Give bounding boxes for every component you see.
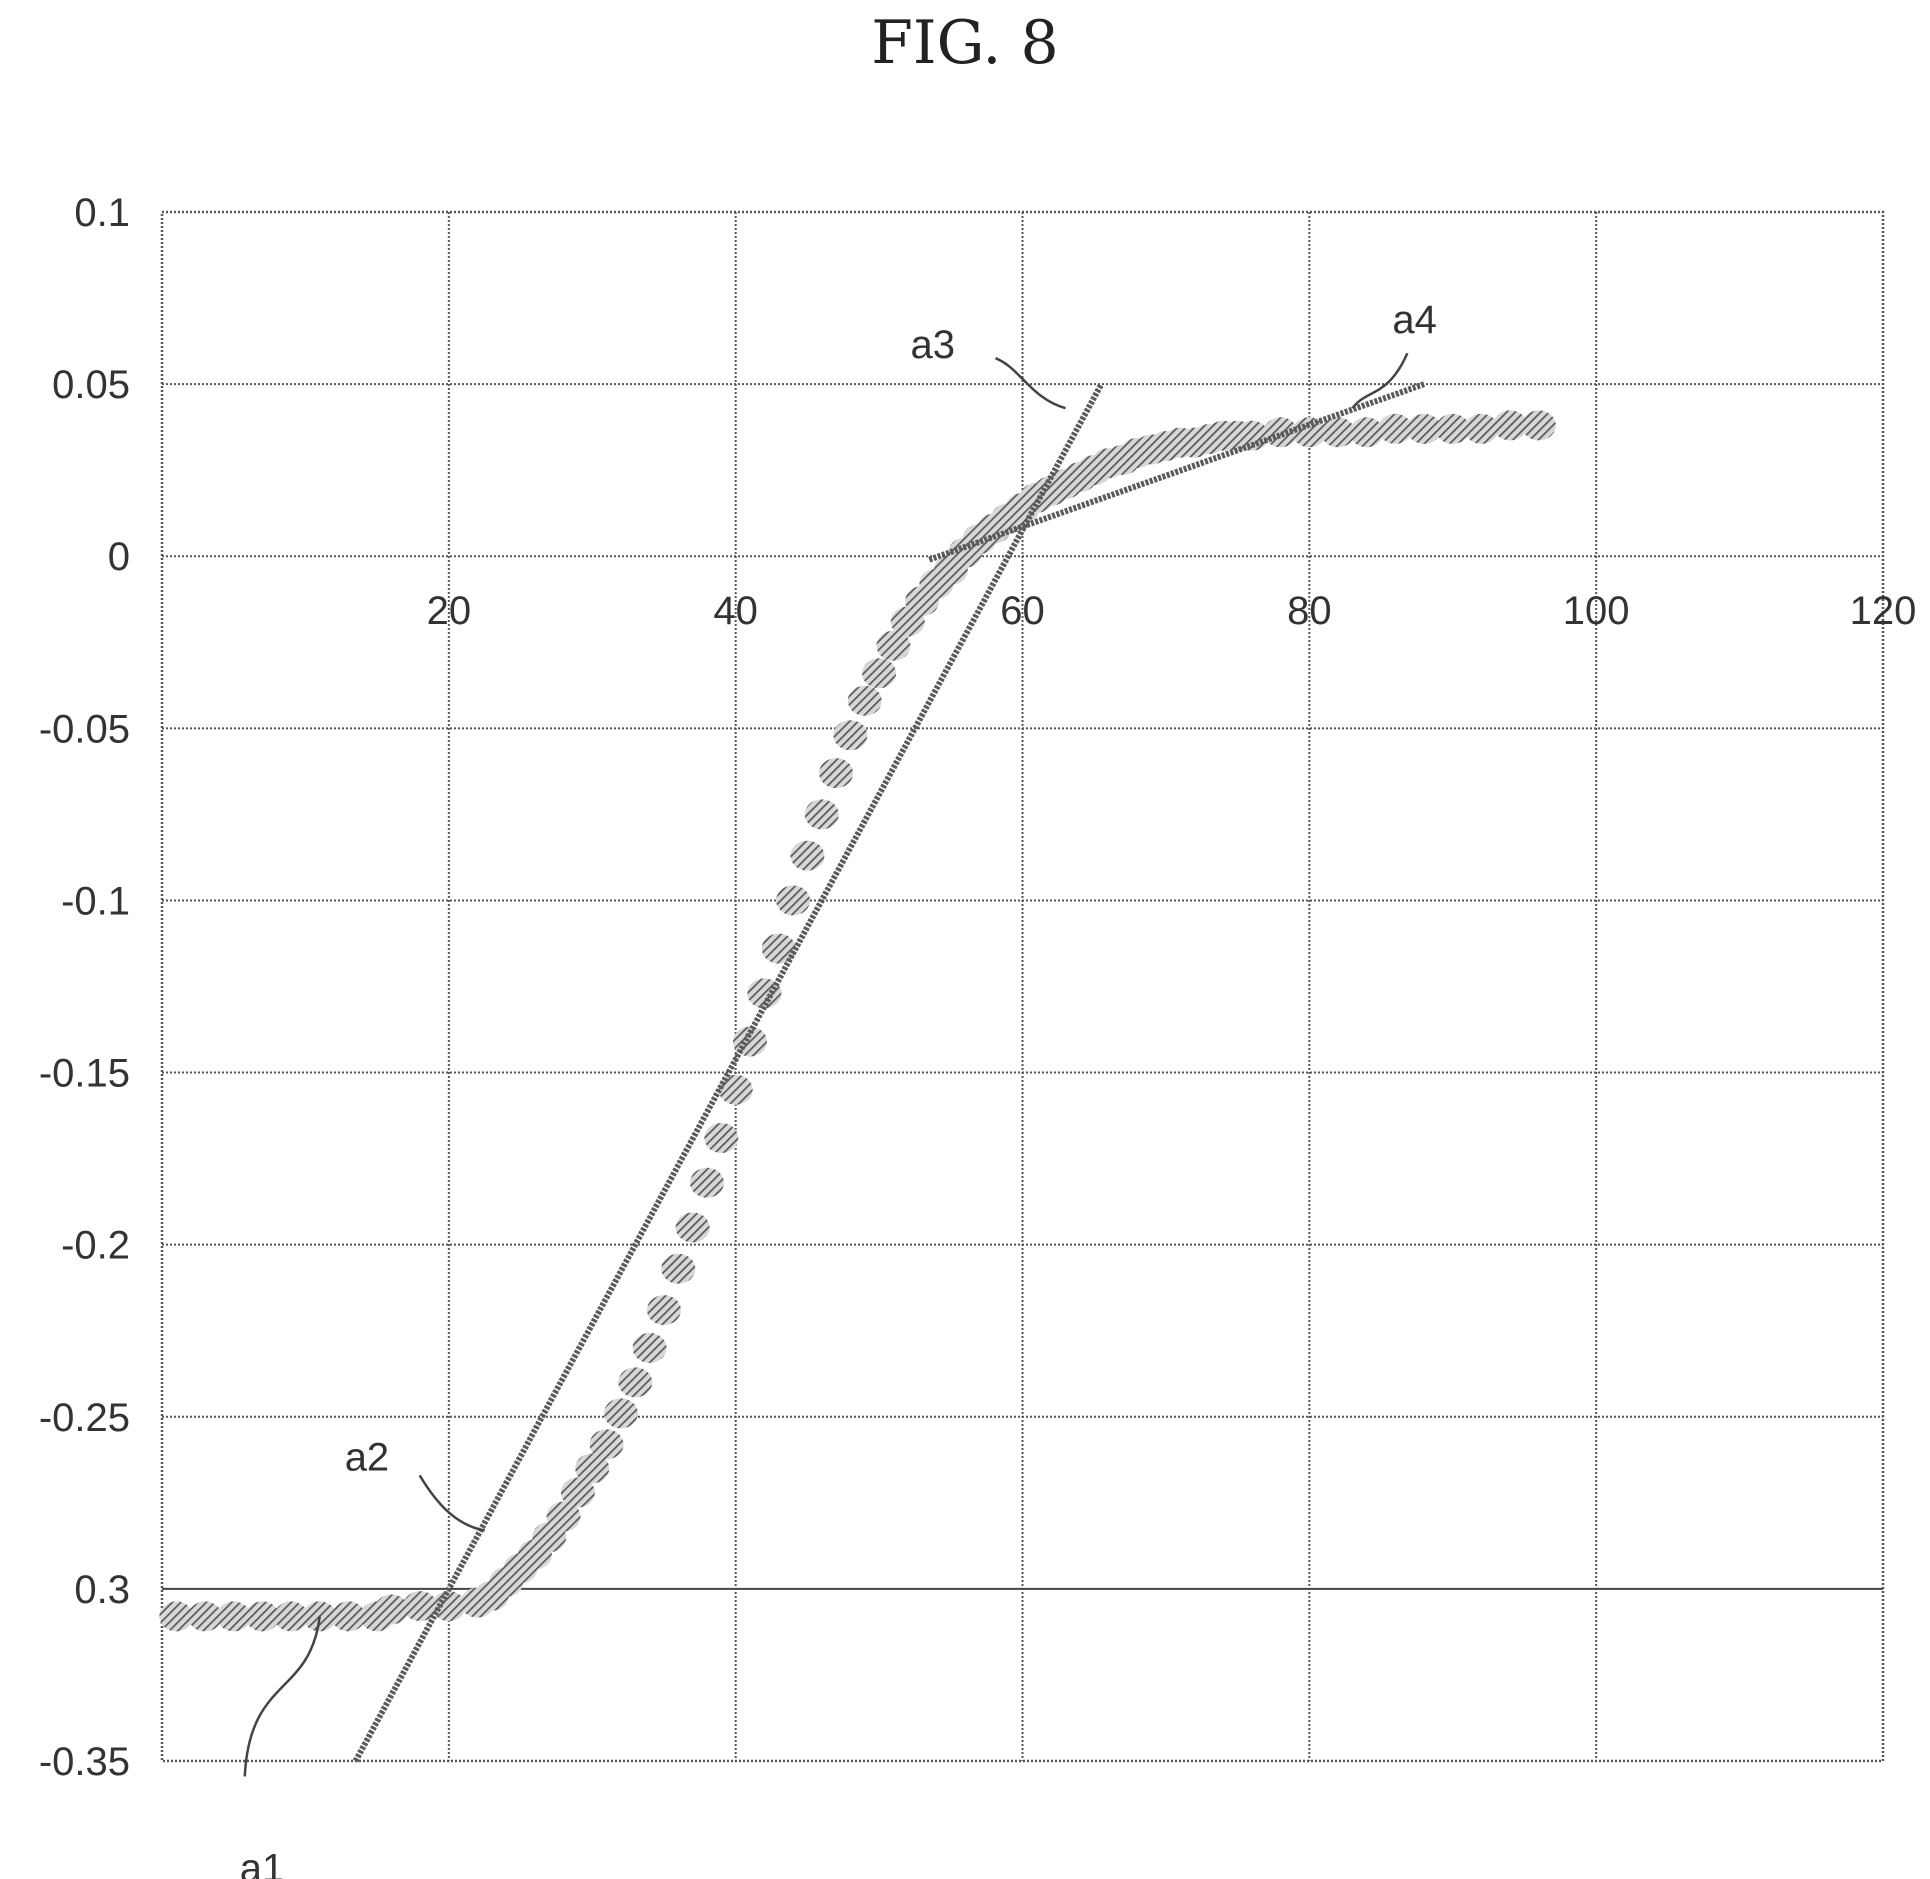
annotation-leader-a3 [995, 357, 1066, 410]
y-tick-label: 0.1 [74, 191, 130, 235]
data-point [560, 1477, 595, 1508]
data-point [833, 720, 868, 751]
y-tick-label: 0.05 [52, 363, 130, 407]
y-tick-label: -0.25 [39, 1396, 130, 1440]
data-point [1378, 413, 1413, 444]
data-point [1521, 410, 1556, 441]
data-point [603, 1398, 638, 1429]
tangent-line-a4 [928, 381, 1426, 563]
tangent-lines [352, 381, 1426, 1763]
data-point [761, 933, 796, 964]
data-point [546, 1501, 581, 1532]
x-tick-label: 120 [1850, 589, 1917, 633]
data-point [188, 1601, 223, 1632]
data-point [589, 1429, 624, 1460]
x-tick-label: 100 [1563, 589, 1630, 633]
annotation-label-a1: a1 [240, 1846, 285, 1879]
annotation-leader-a1 [243, 1616, 321, 1777]
data-point [618, 1367, 653, 1398]
figure-title: FIG. 8 [871, 8, 1059, 78]
y-tick-label: 0 [108, 535, 130, 579]
data-point [331, 1601, 366, 1632]
x-tick-label: 80 [1287, 589, 1332, 633]
data-point [862, 658, 897, 689]
annotation-leader-a2 [418, 1474, 485, 1532]
data-point [819, 758, 854, 789]
y-tick-label: -0.05 [39, 707, 130, 751]
data-point [704, 1122, 739, 1153]
data-point [733, 1026, 768, 1057]
annotation-leader-a4 [1351, 352, 1409, 409]
gridlines [160, 210, 1885, 1763]
data-point [216, 1601, 251, 1632]
data-point [1493, 410, 1528, 441]
y-tick-label: -0.15 [39, 1052, 130, 1096]
annotation-label-a2: a2 [345, 1435, 390, 1479]
data-point [575, 1453, 610, 1484]
annotation-label-a4: a4 [1392, 298, 1437, 342]
data-point [790, 840, 825, 871]
y-tick-label: -0.2 [61, 1224, 130, 1268]
data-point [374, 1594, 409, 1625]
data-point [1407, 413, 1442, 444]
x-tick-label: 40 [713, 589, 758, 633]
annotation-label-a3: a3 [911, 323, 956, 367]
x-tick-label: 20 [427, 589, 472, 633]
y-tick-label: -0.1 [61, 879, 130, 923]
data-point [876, 630, 911, 661]
data-point [689, 1167, 724, 1198]
data-point [1464, 413, 1499, 444]
y-tick-label: 0.3 [74, 1568, 130, 1612]
data-point [403, 1591, 438, 1622]
data-point [675, 1212, 710, 1243]
data-point [776, 885, 811, 916]
data-point [804, 799, 839, 830]
data-point [245, 1601, 280, 1632]
data-point [718, 1074, 753, 1105]
data-point [646, 1295, 681, 1326]
annotations: a1 a2 a3 a4 [240, 298, 1437, 1879]
data-point [1435, 413, 1470, 444]
data-point [632, 1332, 667, 1363]
data-point [847, 685, 882, 716]
data-point [1321, 417, 1356, 448]
data-point [1349, 417, 1384, 448]
tick-labels: 20 40 60 80 100 120 0.1 0.05 0 -0.05 -0.1 -0.15 -0.2… [39, 191, 1917, 1784]
y-tick-label: -0.35 [39, 1740, 130, 1784]
data-point [159, 1601, 194, 1632]
data-point [431, 1591, 466, 1622]
data-point [661, 1253, 696, 1284]
x-tick-label: 60 [1000, 589, 1045, 633]
data-point [274, 1601, 309, 1632]
